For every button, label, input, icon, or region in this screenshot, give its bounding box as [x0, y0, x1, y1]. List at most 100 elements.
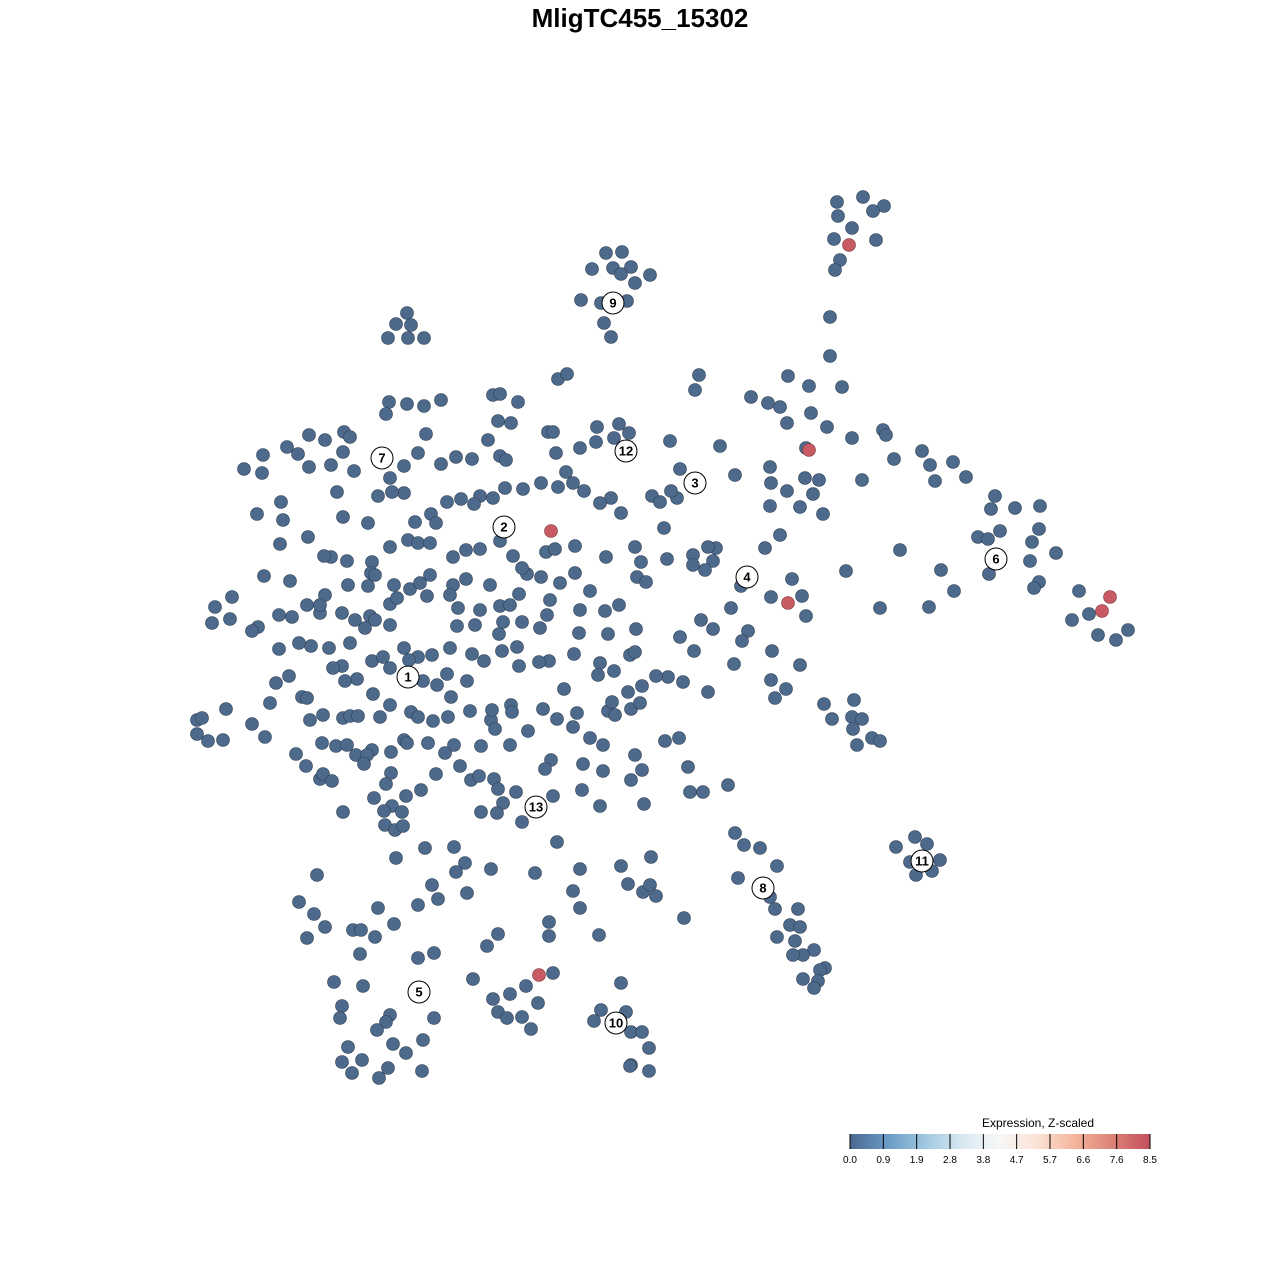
data-point-expressed: [1103, 590, 1117, 604]
data-point: [780, 416, 794, 430]
legend: Expression, Z-scaled 0.0 0.9 1.9 2.8 3.8 4.7 5…: [843, 1116, 1157, 1166]
data-point: [823, 349, 837, 363]
data-point: [768, 902, 782, 916]
data-point: [417, 399, 431, 413]
data-point: [635, 763, 649, 777]
data-point: [591, 668, 605, 682]
data-point: [443, 641, 457, 655]
legend-title: Expression, Z-scaled: [982, 1116, 1094, 1130]
data-point: [624, 773, 638, 787]
data-point: [531, 996, 545, 1010]
legend-tick-label: 4.7: [1010, 1155, 1024, 1166]
data-point: [839, 564, 853, 578]
data-point: [764, 673, 778, 687]
data-point: [649, 889, 663, 903]
data-point: [845, 431, 859, 445]
data-point: [855, 712, 869, 726]
data-point: [263, 696, 277, 710]
data-point: [1032, 522, 1046, 536]
data-point: [543, 593, 557, 607]
data-point: [701, 540, 715, 554]
data-point: [368, 930, 382, 944]
data-point: [255, 466, 269, 480]
data-point: [371, 489, 385, 503]
data-point: [325, 774, 339, 788]
data-point: [300, 691, 314, 705]
data-point: [421, 736, 435, 750]
cluster-label-circle: [601, 291, 625, 315]
data-point: [781, 369, 795, 383]
data-point: [379, 407, 393, 421]
data-point: [417, 331, 431, 345]
data-point: [649, 669, 663, 683]
data-point: [460, 674, 474, 688]
data-point: [381, 1061, 395, 1075]
legend-tick-label: 8.5: [1143, 1155, 1157, 1166]
cluster-label-circle: [614, 439, 638, 463]
data-point: [590, 420, 604, 434]
data-point: [354, 923, 368, 937]
data-point: [447, 840, 461, 854]
data-point: [413, 576, 427, 590]
data-point: [491, 927, 505, 941]
data-point: [621, 877, 635, 891]
data-point: [474, 739, 488, 753]
data-point: [1025, 535, 1039, 549]
cluster-label-text: 10: [609, 1016, 623, 1031]
data-point: [504, 416, 518, 430]
data-point: [599, 246, 613, 260]
cluster-label-circle: [751, 876, 775, 900]
data-point: [866, 204, 880, 218]
cluster-label: 4: [735, 565, 759, 589]
data-point: [450, 619, 464, 633]
data-point: [988, 489, 1002, 503]
data-point: [628, 748, 642, 762]
cluster-label-text: 1: [404, 670, 411, 685]
data-point: [928, 474, 942, 488]
data-point: [773, 400, 787, 414]
data-point: [423, 568, 437, 582]
data-point: [1072, 584, 1086, 598]
data-point: [596, 764, 610, 778]
data-point: [601, 627, 615, 641]
data-point: [326, 661, 340, 675]
data-point: [574, 293, 588, 307]
data-point: [300, 598, 314, 612]
data-point: [663, 434, 677, 448]
data-point: [347, 464, 361, 478]
data-point: [491, 782, 505, 796]
data-point: [425, 648, 439, 662]
data-point: [796, 972, 810, 986]
data-point: [515, 1010, 529, 1024]
data-point: [490, 806, 504, 820]
data-point: [573, 901, 587, 915]
data-point: [593, 799, 607, 813]
data-point: [411, 536, 425, 550]
cluster-label-text: 13: [529, 800, 543, 815]
data-point: [785, 572, 799, 586]
data-point: [567, 647, 581, 661]
data-point: [664, 484, 678, 498]
cluster-label: 5: [407, 980, 431, 1004]
data-point: [677, 911, 691, 925]
data-point: [763, 499, 777, 513]
data-point: [272, 642, 286, 656]
data-point: [593, 496, 607, 510]
data-point: [642, 1041, 656, 1055]
data-point: [257, 569, 271, 583]
data-point: [348, 613, 362, 627]
data-point: [219, 702, 233, 716]
legend-tick-label: 7.6: [1110, 1155, 1124, 1166]
data-point: [1082, 607, 1096, 621]
data-point: [624, 260, 638, 274]
data-point: [548, 542, 562, 556]
data-point: [272, 608, 286, 622]
data-point: [474, 805, 488, 819]
data-point-expressed: [781, 596, 795, 610]
data-point: [419, 427, 433, 441]
data-point: [534, 476, 548, 490]
data-point: [542, 929, 556, 943]
data-point: [593, 656, 607, 670]
data-point: [330, 485, 344, 499]
data-point: [536, 702, 550, 716]
